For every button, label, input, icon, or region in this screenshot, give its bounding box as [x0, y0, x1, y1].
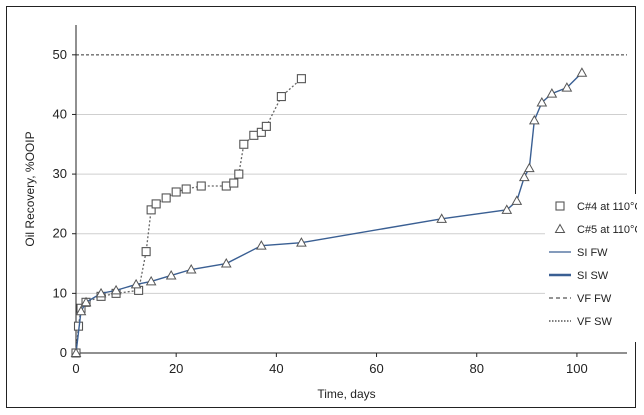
series-1-point-10: [255, 240, 267, 250]
legend-label-0: C#4 at 110°C: [577, 201, 637, 213]
series-1-point-19: [546, 88, 558, 98]
y-tick-label-10: 10: [53, 285, 67, 300]
x-tick-label-40: 40: [269, 361, 283, 376]
x-tick-label-20: 20: [169, 361, 183, 376]
legend-symbol-0: [555, 201, 565, 211]
legend-label-1: C#5 at 110°C: [577, 224, 637, 236]
series-1-point-20: [561, 82, 573, 92]
legend-box: [545, 194, 637, 342]
y-tick-label-20: 20: [53, 226, 67, 241]
series-1-point-11: [296, 237, 307, 247]
y-tick-label-0: 0: [60, 345, 67, 360]
legend-label-4: VF FW: [577, 293, 612, 305]
series-1-point-4: [110, 284, 122, 295]
x-axis-title: Time, days: [317, 387, 375, 401]
series-0-point-12: [181, 184, 191, 194]
series-1-point-18: [536, 97, 548, 107]
series-0-point-13: [196, 181, 206, 191]
series-0-point-20: [261, 121, 271, 131]
series-0-point-14: [221, 181, 231, 191]
y-tick-label-40: 40: [53, 106, 67, 121]
series-0-point-10: [161, 193, 171, 203]
series-1-point-7: [165, 269, 177, 280]
y-tick-label-50: 50: [53, 47, 67, 62]
series-1-point-13: [501, 204, 513, 214]
series-1-point-2: [80, 296, 92, 307]
series-line-0: [75, 78, 302, 354]
series-0-point-15: [229, 178, 239, 188]
series-1-point-17: [528, 114, 540, 125]
x-tick-label-80: 80: [469, 361, 483, 376]
series-0-point-18: [249, 130, 259, 140]
series-0-point-19: [256, 127, 266, 137]
series-1-point-21: [576, 67, 588, 77]
series-0-point-21: [276, 92, 286, 102]
series-1-point-15: [518, 171, 530, 182]
series-1-point-12: [436, 213, 448, 223]
series-0-point-16: [234, 169, 244, 179]
y-tick-label-30: 30: [53, 166, 67, 181]
x-tick-label-60: 60: [369, 361, 383, 376]
series-1-point-8: [185, 263, 197, 274]
series-0-point-9: [151, 199, 161, 209]
series-1-point-6: [145, 275, 157, 286]
series-1-point-16: [523, 162, 535, 173]
series-0-point-22: [296, 74, 306, 84]
legend-label-2: SI FW: [577, 247, 608, 259]
series-0-point-11: [171, 187, 181, 197]
series-line-1: [75, 72, 583, 354]
x-tick-label-0: 0: [72, 361, 79, 376]
oil-recovery-chart: 0 10 20 30 40 50 0 20 40 60 80 100 Time, days Oil Rec…: [23, 25, 637, 401]
x-tick-label-100: 100: [566, 361, 588, 376]
legend-symbol-1: [554, 223, 566, 233]
legend-label-5: VF SW: [577, 316, 612, 328]
series-1-point-9: [220, 258, 232, 268]
series-1-point-3: [95, 287, 107, 298]
series-1-point-5: [130, 278, 142, 289]
y-axis-title: Oil Recovery, %OOIP: [23, 131, 37, 246]
series-1-point-14: [511, 195, 523, 205]
chart-frame: 0 10 20 30 40 50 0 20 40 60 80 100 Time, days Oil Rec…: [6, 6, 637, 408]
series-0-point-17: [239, 139, 249, 149]
series-1-point-1: [75, 305, 87, 316]
series-1-point-0: [70, 347, 82, 357]
series-0-point-7: [141, 247, 151, 257]
legend-label-3: SI SW: [577, 270, 609, 282]
series-0-point-8: [146, 205, 156, 215]
